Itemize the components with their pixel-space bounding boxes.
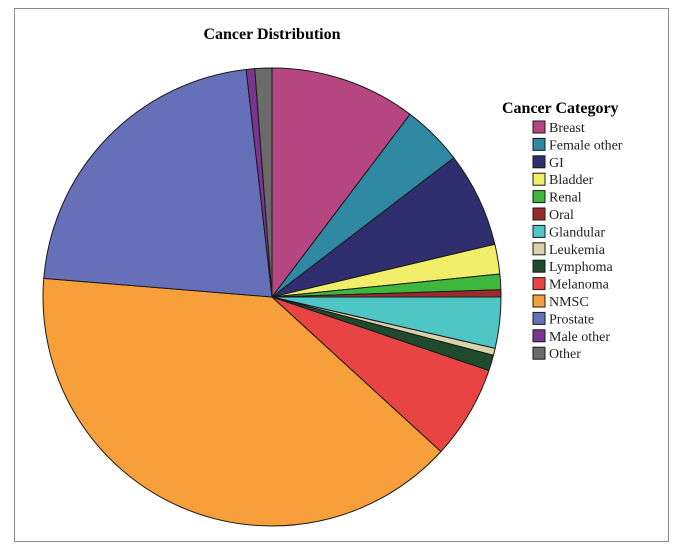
legend-label-nmsc: NMSC	[549, 295, 589, 310]
pie-slice-other	[254, 67, 273, 298]
pie-slices	[42, 67, 502, 527]
legend-swatch-gi	[532, 155, 546, 169]
legend-label-breast: Breast	[549, 121, 585, 136]
chart-title: Cancer Distribution	[203, 26, 340, 43]
pie-slice-nmsc	[42, 277, 442, 527]
legend-label-bladder: Bladder	[549, 173, 594, 188]
legend-swatch-female-other	[532, 137, 546, 151]
legend-label-male-other: Male other	[549, 330, 610, 345]
legend-swatch-breast	[532, 120, 546, 134]
legend-swatch-glandular	[532, 224, 546, 238]
legend-label-renal: Renal	[549, 191, 582, 206]
pie-slice-breast	[271, 67, 411, 298]
legend-swatch-other	[532, 346, 546, 360]
legend-swatch-lymphoma	[532, 259, 546, 273]
legend-label-leukemia: Leukemia	[549, 243, 606, 258]
legend-swatch-melanoma	[532, 277, 546, 291]
legend-swatch-leukemia	[532, 242, 546, 256]
legend-swatch-male-other	[532, 329, 546, 343]
legend-label-melanoma: Melanoma	[549, 278, 610, 293]
legend-title: Cancer Category	[502, 100, 619, 117]
legend-label-female-other: Female other	[549, 138, 623, 153]
pie-slice-prostate	[43, 68, 273, 298]
legend-label-oral: Oral	[549, 208, 574, 223]
legend-swatch-nmsc	[532, 294, 546, 308]
pie-chart: Cancer Distribution Cancer Category Brea…	[42, 26, 623, 527]
legend-swatch-renal	[532, 190, 546, 204]
legend-label-gi: GI	[549, 156, 564, 171]
legend-label-glandular: Glandular	[549, 225, 605, 240]
legend-label-prostate: Prostate	[549, 312, 594, 327]
legend-swatch-prostate	[532, 311, 546, 325]
legend-swatch-bladder	[532, 172, 546, 186]
legend-swatch-oral	[532, 207, 546, 221]
legend-label-lymphoma: Lymphoma	[549, 260, 614, 275]
legend-items: Breast Female other GI Bladder Renal Oral Glan…	[532, 120, 623, 362]
legend-label-other: Other	[549, 347, 581, 362]
legend: Cancer Category Breast Female other GI Blad…	[502, 100, 623, 362]
chart-frame: Cancer Distribution Cancer Category Brea…	[14, 8, 669, 542]
